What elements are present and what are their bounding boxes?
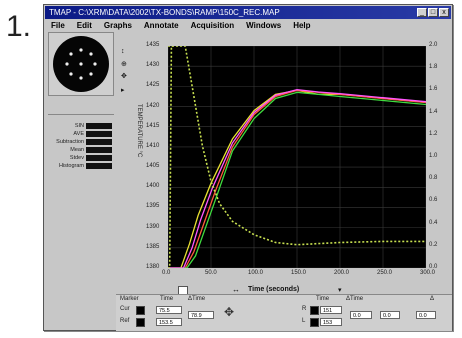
x-tick-label: 150.0 bbox=[291, 270, 307, 276]
time-header: Time bbox=[160, 296, 174, 302]
y-right-tick-label: 2.0 bbox=[429, 42, 438, 48]
wafer-map-box[interactable] bbox=[48, 32, 114, 96]
y-left-tick-label: 1380 bbox=[146, 264, 160, 270]
series-line-3 bbox=[168, 88, 426, 268]
cur-label: Cur bbox=[120, 306, 130, 312]
y-left-tick-label: 1390 bbox=[146, 223, 160, 230]
y-right-tick-label: 1.4 bbox=[429, 108, 438, 115]
ref-label: Ref bbox=[120, 318, 130, 324]
y-right-tick-label: 0.0 bbox=[429, 264, 438, 270]
right-time-header: Time bbox=[316, 296, 330, 302]
legend-row[interactable]: Subtraction bbox=[54, 138, 112, 146]
marker-dpad-icon[interactable]: ✥ bbox=[224, 305, 235, 319]
marker-header: Marker bbox=[120, 296, 139, 302]
x-axis-label: Time (seconds) bbox=[248, 286, 300, 293]
y-right-tick-label: 1.2 bbox=[429, 130, 438, 137]
series-line-1 bbox=[168, 89, 426, 268]
x-tick-label: 300.0 bbox=[420, 270, 436, 276]
minimize-button[interactable]: _ bbox=[417, 8, 427, 17]
legend-row[interactable]: Mean bbox=[54, 146, 112, 154]
y-left-tick-label: 1400 bbox=[146, 183, 160, 190]
wafer-points-icon bbox=[65, 48, 97, 80]
y-left-tick-label: 1415 bbox=[146, 122, 160, 129]
y-right-tick-label: 1.6 bbox=[429, 86, 438, 93]
dtime-header: ΔTime bbox=[188, 296, 206, 302]
legend-row[interactable]: Histogram bbox=[54, 162, 112, 170]
temperature-chart[interactable] bbox=[168, 46, 426, 268]
legend-row[interactable]: Stdev bbox=[54, 154, 112, 162]
left-pane: SIN AVE Subtraction Mean Stdev Histogram bbox=[48, 32, 114, 290]
menu-acquisition[interactable]: Acquisition bbox=[190, 21, 235, 30]
stats-legend: SIN AVE Subtraction Mean Stdev Histogram bbox=[48, 122, 114, 182]
legend-row[interactable]: SIN bbox=[54, 122, 112, 130]
y-left-tick-label: 1405 bbox=[146, 163, 160, 170]
title-bar: TMAP - C:\XRM\DATA\2002\TX-BONDS\RAMP\15… bbox=[45, 6, 451, 19]
close-button[interactable]: x bbox=[439, 8, 449, 17]
right-delta-header: Δ bbox=[430, 296, 435, 302]
window-title: TMAP - C:\XRM\DATA\2002\TX-BONDS\RAMP\15… bbox=[49, 8, 280, 17]
r-swatch bbox=[310, 306, 319, 315]
y-right-tick-label: 0.2 bbox=[429, 241, 438, 248]
y-left-tick-label: 1420 bbox=[146, 102, 160, 109]
right-dtime-header: ΔTime bbox=[346, 296, 364, 302]
menu-windows[interactable]: Windows bbox=[246, 21, 282, 30]
x-tick-label: 200.0 bbox=[334, 270, 350, 276]
r-label: R bbox=[302, 306, 307, 312]
x-tick-label: 100.0 bbox=[248, 270, 264, 276]
wafer-map[interactable] bbox=[53, 36, 109, 92]
cursor-icon[interactable]: ↕ bbox=[121, 48, 125, 55]
plot-side-label: TEMPERATURE °C bbox=[136, 104, 142, 158]
y-left-tick-label: 1395 bbox=[146, 203, 160, 210]
y-left-tick-label: 1410 bbox=[146, 142, 160, 149]
y-left-tick-label: 1425 bbox=[146, 82, 160, 89]
x-axis-arrows-icon[interactable]: ↔ bbox=[232, 285, 240, 294]
zoom-icon[interactable]: ⊕ bbox=[121, 61, 127, 68]
r-delta-field[interactable]: 0.0 bbox=[380, 311, 400, 319]
r-extra-field[interactable]: 0.0 bbox=[416, 311, 436, 319]
l-label: L bbox=[302, 318, 306, 324]
cur-time-field[interactable]: 75.5 bbox=[156, 306, 182, 314]
marker-panel: Marker Time ΔTime Cur 75.5 78.9 Ref 153.… bbox=[116, 294, 452, 331]
r-dtime-field[interactable]: 0.0 bbox=[350, 311, 372, 319]
cur-swatch bbox=[136, 306, 145, 315]
y-right-tick-label: 1.8 bbox=[429, 64, 438, 71]
y-left-tick-label: 1435 bbox=[146, 42, 160, 48]
maximize-button[interactable]: □ bbox=[428, 8, 438, 17]
ref-time-field[interactable]: 153.5 bbox=[156, 318, 182, 326]
y-right-tick-label: 0.4 bbox=[429, 219, 438, 226]
select-icon[interactable]: ▸ bbox=[121, 87, 125, 94]
menu-annotate[interactable]: Annotate bbox=[143, 21, 179, 30]
ref-swatch bbox=[136, 318, 145, 327]
menu-file[interactable]: File bbox=[51, 21, 65, 30]
y-left-tick-label: 1430 bbox=[146, 62, 160, 69]
figure-number: 1. bbox=[6, 10, 32, 43]
y-right-tick-label: 0.6 bbox=[429, 197, 438, 204]
y-left-tick-label: 1385 bbox=[146, 243, 160, 250]
x-tick-label: 50.0 bbox=[205, 270, 217, 276]
y-right-tick-label: 0.8 bbox=[429, 175, 438, 182]
menu-edit[interactable]: Edit bbox=[76, 21, 92, 30]
menu-bar: File Edit Graphs Annotate Acquisition Wi… bbox=[45, 20, 457, 31]
series-line-5 bbox=[168, 46, 174, 268]
menu-graphs[interactable]: Graphs bbox=[103, 21, 132, 30]
chevron-down-icon[interactable]: ▾ bbox=[338, 287, 342, 294]
x-tick-label: 0.0 bbox=[162, 270, 171, 276]
dtime-field[interactable]: 78.9 bbox=[188, 311, 214, 319]
l-time-field[interactable]: 153 bbox=[320, 318, 342, 326]
divider bbox=[48, 114, 114, 115]
pan-icon[interactable]: ✥ bbox=[121, 73, 127, 80]
y-right-tick-label: 1.0 bbox=[429, 153, 438, 159]
menu-help[interactable]: Help bbox=[293, 21, 311, 30]
r-time-field[interactable]: 151 bbox=[320, 306, 342, 314]
series-line-2 bbox=[168, 91, 426, 268]
l-swatch bbox=[310, 318, 319, 327]
series-line-4 bbox=[168, 46, 426, 246]
x-tick-label: 250.0 bbox=[377, 270, 393, 276]
legend-row[interactable]: AVE bbox=[54, 130, 112, 138]
